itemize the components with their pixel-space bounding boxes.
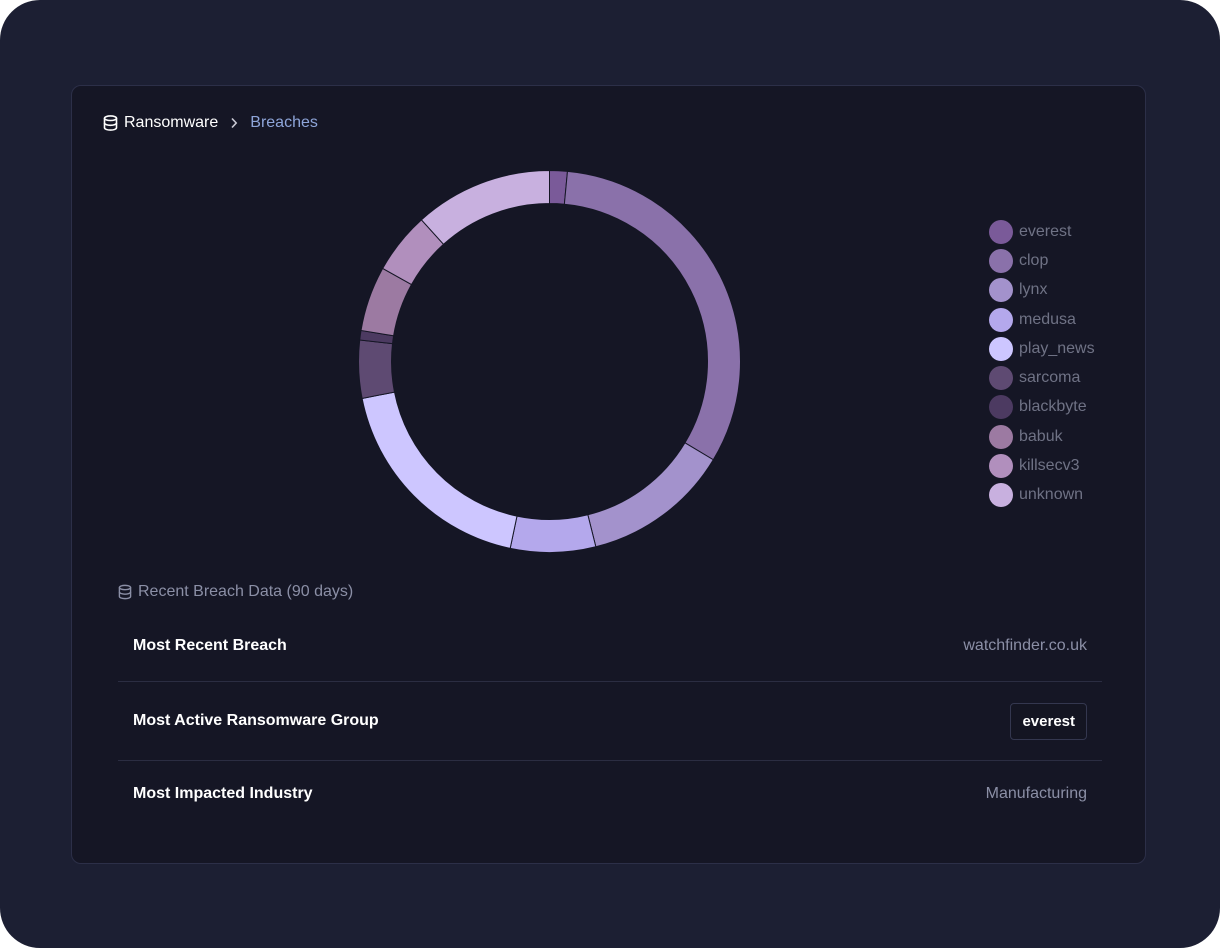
recent-breach-title-label: Recent Breach Data (90 days) — [138, 583, 354, 600]
donut-slice-unknown[interactable] — [420, 169, 550, 246]
legend-item-play_news[interactable]: play_news — [989, 334, 1139, 363]
legend-swatch — [989, 366, 1013, 391]
breadcrumb: Ransomware Breaches — [103, 113, 318, 133]
legend-label: killsecv3 — [1019, 457, 1080, 475]
breadcrumb-ransomware-link[interactable]: Ransomware — [103, 114, 218, 132]
table-row: Most Recent Breach watchfinder.co.uk — [118, 610, 1102, 681]
legend-label: unknown — [1019, 486, 1084, 504]
breadcrumb-breaches[interactable]: Breaches — [250, 114, 318, 131]
database-icon — [103, 115, 118, 131]
chevron-right-icon — [230, 117, 238, 129]
legend-item-sarcoma[interactable]: sarcoma — [989, 363, 1139, 392]
ransomware-donut-chart — [358, 169, 741, 553]
legend-swatch — [989, 483, 1013, 508]
legend-swatch — [989, 454, 1013, 479]
legend-label: clop — [1019, 251, 1049, 269]
most-recent-breach-value: watchfinder.co.uk — [963, 636, 1087, 654]
legend-swatch — [989, 395, 1013, 420]
database-icon — [118, 584, 132, 600]
legend-label: medusa — [1019, 310, 1076, 328]
breadcrumb-root-label: Ransomware — [124, 114, 219, 131]
legend-item-medusa[interactable]: medusa — [989, 305, 1139, 334]
donut-slice-play_news[interactable] — [361, 391, 518, 550]
donut-slice-clop[interactable] — [563, 170, 741, 461]
most-impacted-industry-label: Most Impacted Industry — [133, 785, 313, 802]
table-row: Most Active Ransomware Group everest — [118, 681, 1102, 760]
legend-label: everest — [1019, 222, 1072, 240]
legend-item-everest[interactable]: everest — [989, 217, 1139, 246]
donut-slice-medusa[interactable] — [509, 514, 597, 553]
legend-item-killsecv3[interactable]: killsecv3 — [989, 451, 1139, 480]
table-row: Most Impacted Industry Manufacturing — [118, 760, 1102, 827]
legend-item-babuk[interactable]: babuk — [989, 422, 1139, 451]
breaches-card: Ransomware Breaches everest clop lynx medus… — [71, 85, 1146, 864]
legend-swatch — [989, 307, 1013, 332]
recent-breach-table: Most Recent Breach watchfinder.co.uk Mos… — [118, 610, 1102, 827]
legend-label: sarcoma — [1019, 369, 1081, 387]
most-recent-breach-label: Most Recent Breach — [133, 636, 287, 654]
legend-item-clop[interactable]: clop — [989, 246, 1139, 275]
recent-breach-title: Recent Breach Data (90 days) — [118, 583, 353, 601]
legend-label: play_news — [1019, 339, 1095, 357]
legend-swatch — [989, 219, 1013, 244]
legend-swatch — [989, 248, 1013, 273]
most-active-group-label: Most Active Ransomware Group — [133, 712, 379, 729]
most-impacted-industry-value: Manufacturing — [985, 785, 1087, 802]
legend-swatch — [989, 278, 1013, 303]
legend-swatch — [989, 336, 1013, 361]
legend-item-lynx[interactable]: lynx — [989, 276, 1139, 305]
legend-label: babuk — [1019, 427, 1063, 445]
legend-label: blackbyte — [1019, 398, 1087, 416]
legend-item-unknown[interactable]: unknown — [989, 481, 1139, 510]
legend-item-blackbyte[interactable]: blackbyte — [989, 393, 1139, 422]
donut-slice-lynx[interactable] — [587, 442, 714, 548]
donut-slice-sarcoma[interactable] — [358, 339, 396, 400]
legend-label: lynx — [1019, 281, 1048, 299]
most-active-group-badge[interactable]: everest — [1010, 702, 1087, 740]
legend-swatch — [989, 424, 1013, 449]
